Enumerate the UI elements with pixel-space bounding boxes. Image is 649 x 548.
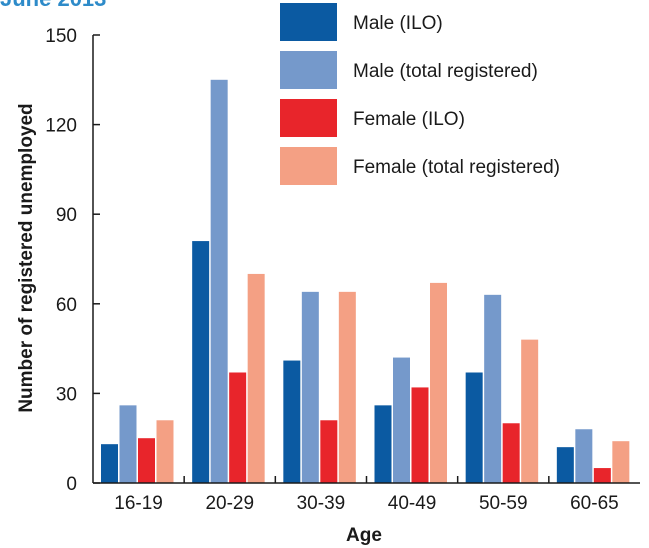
bar	[521, 339, 539, 483]
bar	[575, 429, 593, 483]
x-tick-label: 30-39	[297, 493, 346, 514]
bar	[283, 360, 301, 483]
bar	[612, 441, 630, 483]
bar	[465, 372, 483, 483]
bar	[247, 273, 265, 483]
bar	[393, 357, 410, 483]
x-axis-label: Age	[346, 525, 382, 546]
bar	[119, 405, 137, 483]
axes-group: 0 30 60 90 120 150 16-19 20-29 30-39 40-49 50-59 60…	[45, 26, 640, 514]
bar	[430, 282, 447, 483]
legend-label: Male (ILO)	[353, 13, 443, 34]
chart-title-fragment: June 2013	[0, 0, 106, 12]
y-tick-label: 90	[56, 205, 77, 226]
bar	[138, 438, 155, 483]
y-axis-label: Number of registered unemployed	[16, 103, 37, 412]
y-tick-label: 150	[45, 26, 77, 47]
legend: Male (ILO) Male (total registered) Female …	[280, 3, 560, 185]
y-tick-label: 30	[56, 384, 77, 405]
bar	[593, 468, 611, 483]
bar	[338, 291, 356, 483]
bar	[484, 294, 502, 483]
legend-swatch	[280, 147, 337, 185]
bar	[101, 444, 118, 483]
legend-swatch	[280, 3, 337, 41]
x-tick-label: 20-29	[205, 493, 254, 514]
bar	[301, 291, 319, 483]
bar	[320, 420, 338, 483]
bar	[502, 423, 520, 483]
legend-label: Male (total registered)	[353, 61, 538, 82]
bar	[374, 405, 392, 483]
bar	[210, 79, 228, 484]
bar	[229, 372, 247, 483]
x-tick-label: 50-59	[479, 493, 528, 514]
x-tick-label: 16-19	[114, 493, 163, 514]
y-tick-label: 120	[45, 116, 77, 137]
bar	[156, 420, 174, 483]
bar	[411, 387, 429, 483]
legend-label: Female (total registered)	[353, 157, 560, 178]
bars-group	[101, 79, 630, 484]
x-tick-label: 60-65	[570, 493, 619, 514]
legend-label: Female (ILO)	[353, 109, 465, 130]
bar	[556, 447, 574, 483]
y-tick-label: 60	[56, 295, 77, 316]
legend-swatch	[280, 51, 337, 89]
y-tick-label: 0	[66, 474, 77, 495]
x-tick-label: 40-49	[388, 493, 437, 514]
bar	[192, 241, 210, 483]
legend-swatch	[280, 99, 337, 137]
